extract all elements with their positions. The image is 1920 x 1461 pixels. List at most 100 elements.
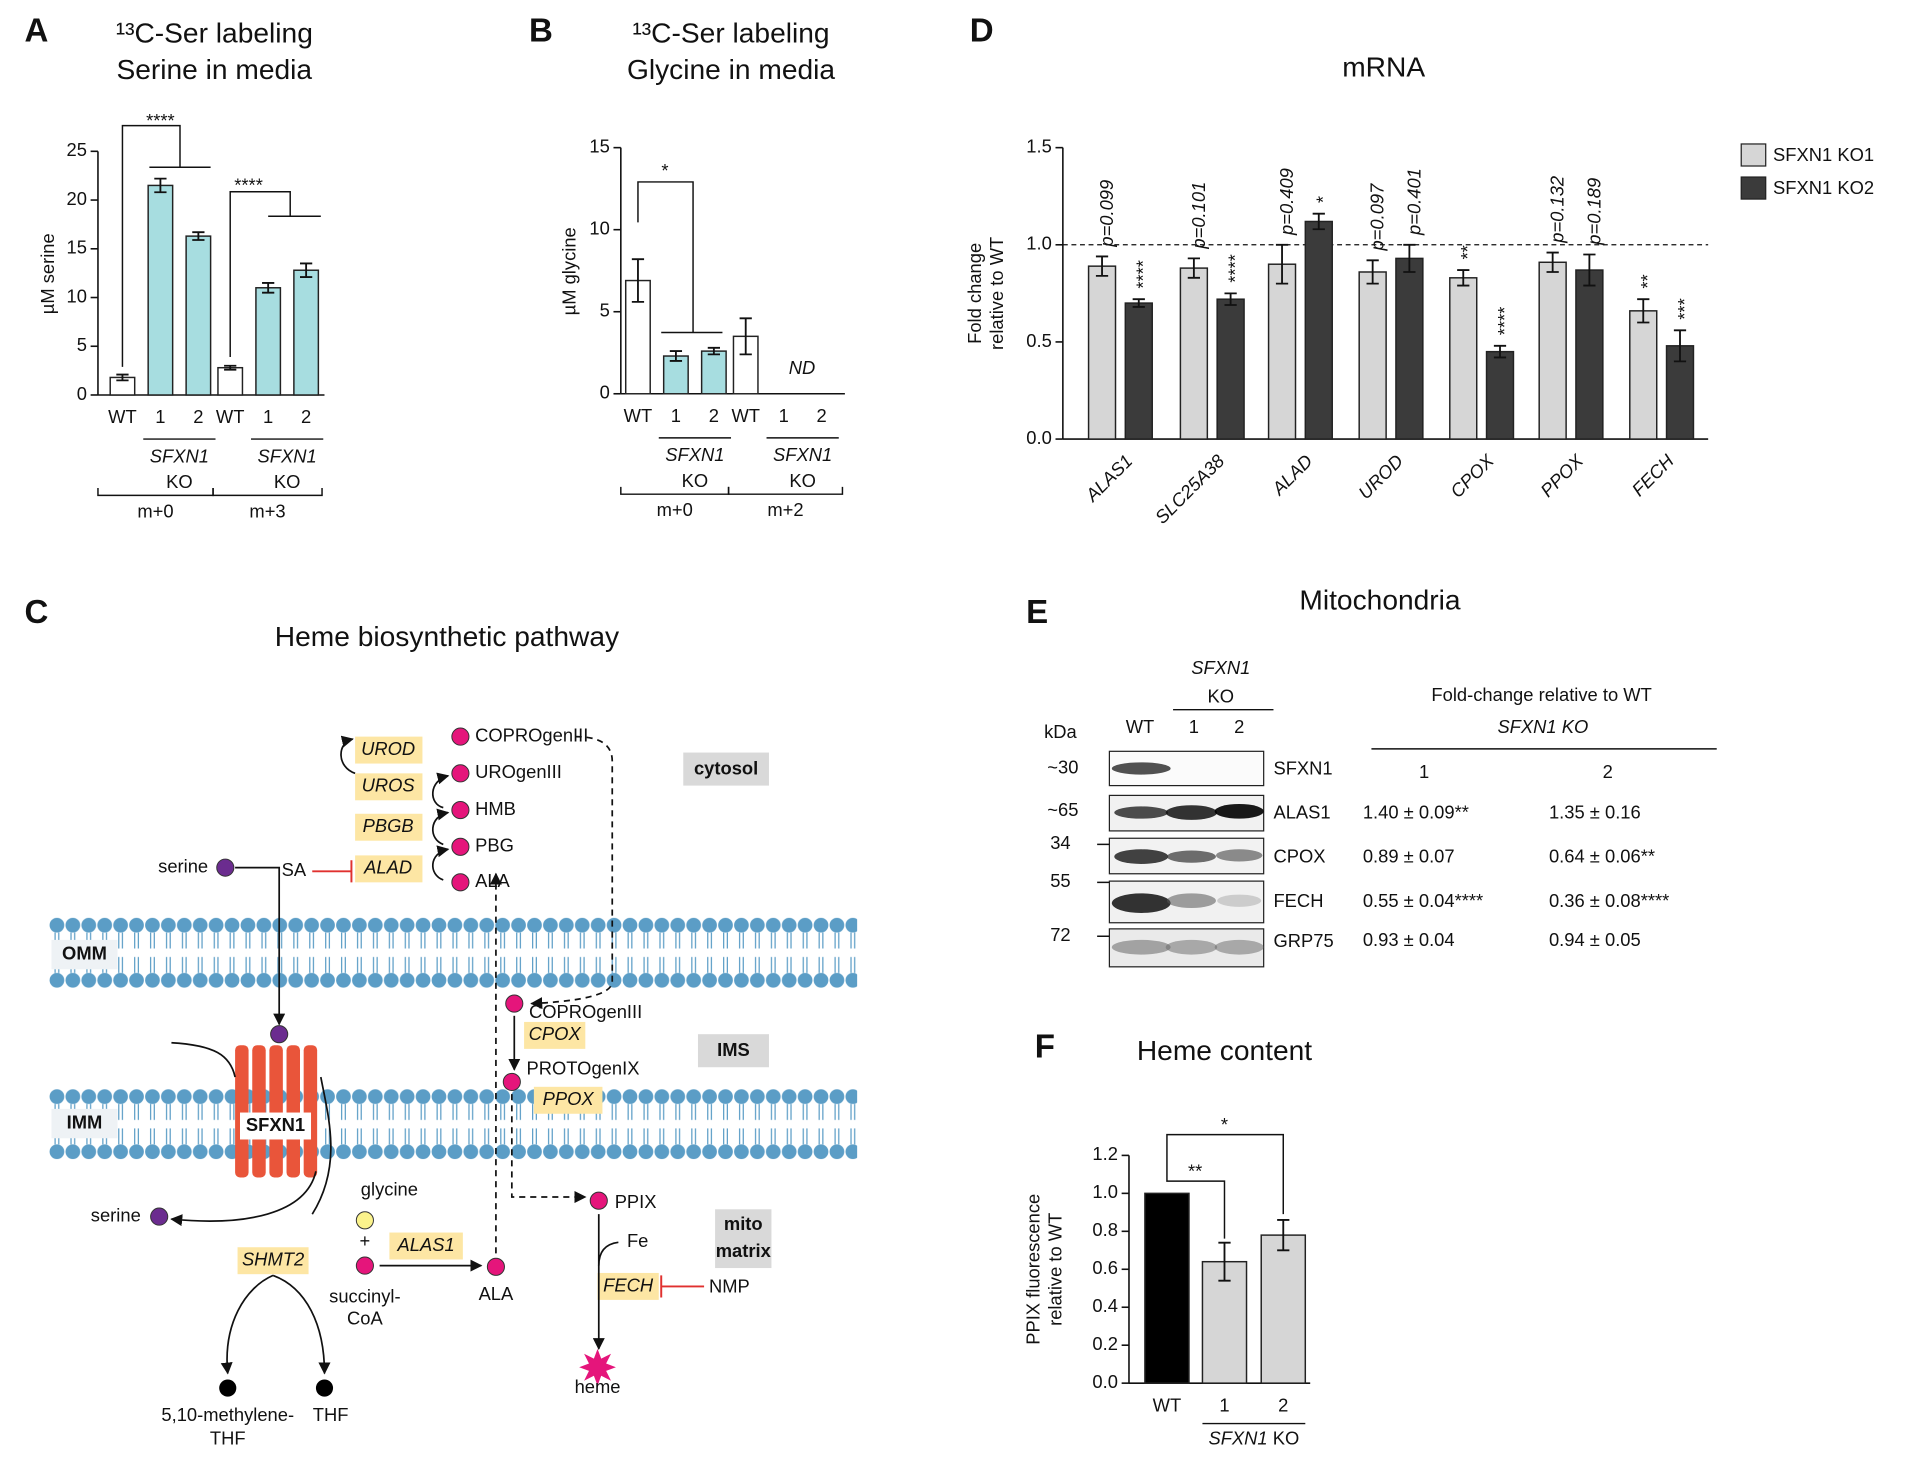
error-bar [1187,257,1200,279]
table-title: Fold-change relative to WT [1431,684,1651,705]
legend-label: SFXN1 KO2 [1773,177,1874,198]
bar-annotation: p=0.409 [1276,168,1297,236]
metabolite-label: serine [158,855,208,876]
x-tick-label: ALAD [1267,450,1316,499]
legend-swatch [1740,176,1767,200]
bar [1358,271,1387,440]
marker-label: 72 [1050,924,1070,945]
group-label: KO [274,471,301,492]
bar [293,269,320,396]
legend-label: SFXN1 KO1 [1773,144,1874,165]
bar [1629,310,1658,440]
error-bar [1275,243,1289,285]
chart-subtitle: Serine in media [116,54,312,85]
x-tick-label: 2 [1278,1394,1288,1415]
membrane-box [51,1108,118,1139]
compartment-box [697,1034,769,1068]
condition-label: m+0 [137,500,173,521]
bar-annotation: **** [1133,260,1154,289]
membrane-box [51,939,118,970]
bar [1304,220,1333,440]
metabolite-label: + [360,1230,371,1251]
western-blot: E Mitochondria SFXN1 KO kDa WT 1 2 ~30 ~… [1026,584,1717,968]
metabolite-label: glycine [361,1179,418,1200]
group-label: SFXN1 [665,444,724,465]
enzymes [237,736,659,1300]
compartment-label: cytosol [694,758,758,779]
x-tick-label: CPOX [1446,450,1498,502]
bar [217,366,244,396]
metabolite-label: succinyl- [329,1285,400,1306]
ko-label: SFXN1 [1191,657,1250,678]
bar [255,287,282,396]
metabolite-label: HMB [475,798,516,819]
bar [1485,350,1515,440]
group-label: KO [789,470,816,491]
marker-label: ~65 [1047,799,1078,820]
compartment-label: IMS [717,1039,750,1060]
protein-label: CPOX [1273,846,1325,867]
brackets [121,124,1284,1239]
y-tick-label: 25 [67,139,87,160]
panel-label: D [970,12,994,49]
bar [147,184,174,396]
metabolite-label: THF [313,1404,349,1425]
metabolite-label: COPROgenIII [529,1001,642,1022]
bar-annotation: *** [1674,298,1695,320]
metabolite-label: ALA [479,1283,514,1304]
lane-label: WT [1126,716,1155,737]
x-tick-label: 2 [709,405,719,426]
bar [1267,263,1297,440]
metabolite-label: THF [210,1427,246,1448]
error-bar [707,346,720,356]
table-rows: 1.40 ± 0.09** 1.35 ± 0.16 0.89 ± 0.07 0.64 … [1363,802,1669,950]
panel-label: E [1026,594,1048,631]
table-cell: 0.93 ± 0.04 [1363,929,1455,950]
error-bar [1277,1219,1290,1252]
transporter-box [240,1112,312,1140]
significance: **** [146,110,175,131]
bar [1216,298,1245,440]
metabolite-label: Fe [627,1230,648,1251]
ko-label: KO [1208,685,1235,706]
y-tick-label: 0.2 [1092,1333,1118,1354]
significance: **** [234,175,263,196]
x-tick-label: WT [731,405,760,426]
enzyme-label: FECH [603,1274,654,1295]
condition-bracket [212,488,323,497]
x-tick-label: WT [108,406,137,427]
error-bar [116,373,129,382]
metabolite-label: 5,10-methylene- [161,1404,294,1425]
y-axis-label: PPIX fluorescence [1023,1194,1044,1345]
marker-label: 34 [1050,832,1070,853]
marker-label: ~30 [1047,756,1078,777]
enzyme-label: UROS [362,775,416,796]
enzyme-label: SHMT2 [242,1249,304,1270]
y-axis-label: relative to WT [1045,1213,1066,1326]
error-bar [1637,298,1650,324]
inhibitor-label: SA [282,859,307,880]
blot-bands [1111,762,1264,955]
bar-annotation: ** [1457,245,1478,260]
diagram-title: Heme biosynthetic pathway [275,621,620,652]
error-bar [224,364,237,371]
x-tick-label: WT [216,406,245,427]
bar [1395,257,1424,440]
x-tick-label: ALAS1 [1080,450,1136,506]
membrane-label: IMM [67,1111,103,1132]
legend-swatch [1740,143,1767,167]
bar-annotation: p=0.097 [1367,183,1388,252]
error-bar [1218,1241,1231,1282]
enzyme-label: CPOX [529,1023,582,1044]
y-tick-label: 0 [600,382,610,403]
bar-annotation: ** [1637,274,1658,289]
bar [1124,302,1153,440]
y-tick-label: 5 [77,334,87,355]
bar [1087,265,1117,440]
chart-title: mRNA [1342,52,1425,83]
table-column: 2 [1603,761,1613,782]
transporter [235,1045,318,1178]
error-bar [300,262,313,278]
